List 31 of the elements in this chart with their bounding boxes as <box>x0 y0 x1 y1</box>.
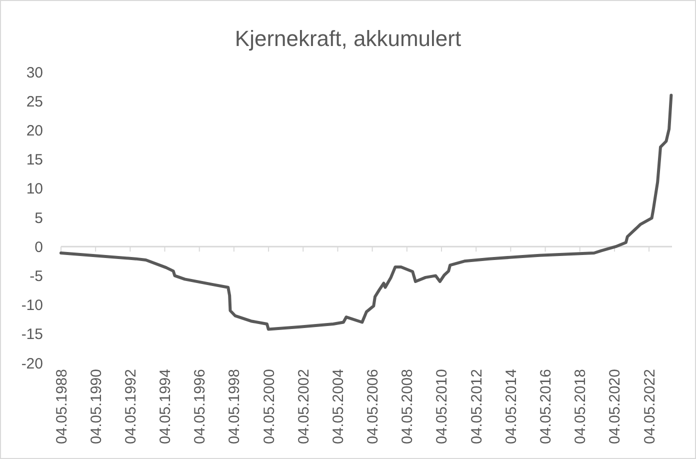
x-tick-label: 04.05.1998 <box>226 369 244 444</box>
y-tick-label: -5 <box>30 268 43 285</box>
y-tick-label: 0 <box>34 238 43 256</box>
y-tick-label: 10 <box>26 180 43 198</box>
x-tick-label: 04.05.2016 <box>538 369 555 444</box>
x-tick-label: 04.05.1988 <box>53 369 70 444</box>
x-tick-label: 04.05.2006 <box>364 369 382 444</box>
x-tick-label: 04.05.2002 <box>295 369 312 444</box>
x-tick-label: 04.05.2000 <box>260 369 278 444</box>
x-tick-label: 04.05.1990 <box>88 369 105 444</box>
x-tick-label: 04.05.2008 <box>399 369 416 444</box>
y-tick-label: 30 <box>26 64 43 82</box>
chart-title: Kjernekraft, akkumulert <box>234 26 462 51</box>
x-tick-label: 04.05.1996 <box>192 369 209 444</box>
y-tick-label: -20 <box>21 355 43 372</box>
y-tick-label: 20 <box>26 122 43 140</box>
y-tick-label: 15 <box>26 152 43 169</box>
y-tick-label: -10 <box>21 297 43 314</box>
y-tick-label: -15 <box>21 326 43 344</box>
x-tick-label: 04.05.1992 <box>122 369 140 444</box>
y-tick-label: 5 <box>34 210 43 227</box>
x-tick-label: 04.05.1994 <box>157 369 174 444</box>
x-tick-label: 04.05.2020 <box>606 369 624 444</box>
line-series <box>60 94 673 331</box>
y-tick-label: 25 <box>26 93 43 110</box>
x-tick-label: 04.05.2010 <box>434 369 451 444</box>
x-tick-label: 04.05.2012 <box>468 369 486 444</box>
x-tick-label: 04.05.2018 <box>572 369 590 444</box>
x-tick-label: 04.05.2004 <box>330 369 347 444</box>
x-tick-label: 04.05.2014 <box>502 369 520 444</box>
x-tick-label: 04.05.2022 <box>641 369 658 444</box>
